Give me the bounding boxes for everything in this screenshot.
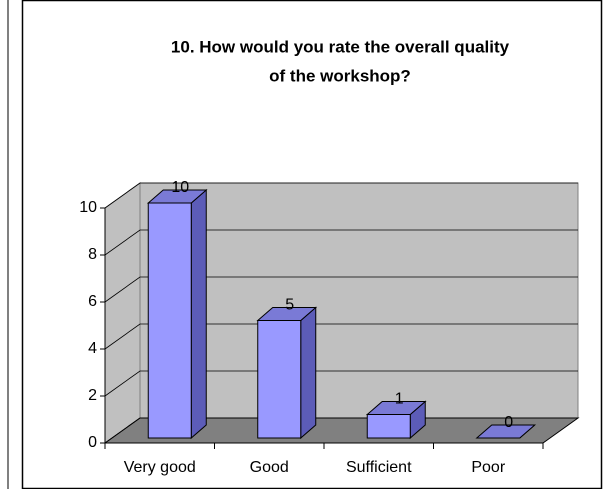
grid-line <box>104 276 578 303</box>
y-tick-label: 2 <box>88 387 97 404</box>
data-label: 0 <box>504 414 513 431</box>
chart-title: of the workshop? <box>269 66 411 85</box>
grid-line <box>104 417 578 444</box>
chart-title: 10. How would you rate the overall quali… <box>171 37 510 56</box>
bar <box>475 424 537 439</box>
side-wall <box>104 182 141 444</box>
x-tick-label: Poor <box>471 459 505 476</box>
grid-line <box>104 323 578 350</box>
bar-side <box>190 188 207 440</box>
grid-line <box>104 229 578 256</box>
data-label: 10 <box>171 179 189 196</box>
x-tick-label: Very good <box>124 459 196 476</box>
y-tick-label: 4 <box>88 340 97 357</box>
y-tick-label: 0 <box>88 434 97 451</box>
y-tick-label: 6 <box>88 293 97 310</box>
bar-front <box>257 320 302 439</box>
bar <box>256 306 318 440</box>
y-tick-label: 8 <box>88 246 97 263</box>
bar-side <box>300 306 317 440</box>
bar <box>146 188 208 440</box>
data-label: 1 <box>395 391 404 408</box>
grid-line <box>104 370 578 397</box>
bar-front <box>366 414 411 439</box>
x-tick-label: Good <box>250 459 289 476</box>
data-label: 5 <box>285 297 294 314</box>
bar-front <box>147 202 192 439</box>
x-tick-label: Sufficient <box>346 459 412 476</box>
grid-line <box>104 182 578 209</box>
bar <box>365 400 427 440</box>
y-tick-label: 10 <box>79 199 97 216</box>
